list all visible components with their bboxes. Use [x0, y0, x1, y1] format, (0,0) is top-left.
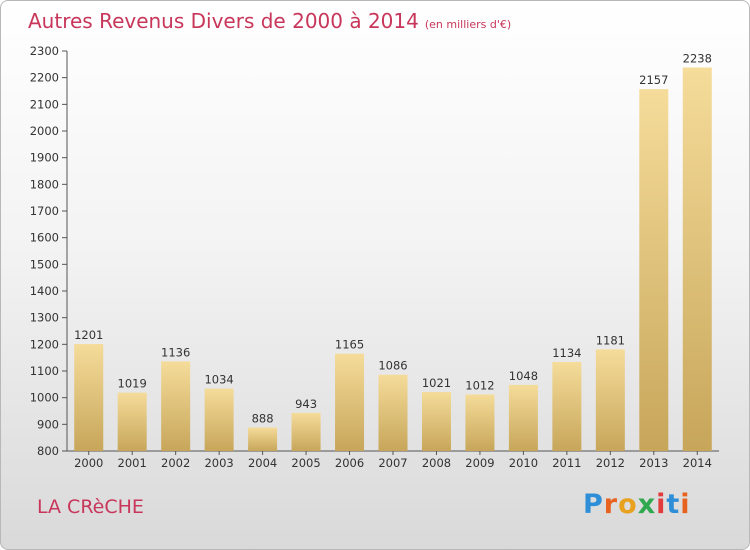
y-tick-label: 2100 [30, 97, 59, 111]
bar [682, 67, 712, 452]
bar [291, 412, 321, 451]
x-tick-label: 2008 [422, 456, 451, 470]
bar [378, 374, 408, 451]
data-label: 1181 [596, 333, 625, 347]
y-tick-label: 1200 [30, 337, 59, 351]
bar [117, 392, 147, 451]
data-label: 1086 [378, 359, 407, 373]
x-tick-label: 2001 [118, 456, 147, 470]
data-label: 1019 [118, 377, 147, 391]
y-tick-label: 1800 [30, 177, 59, 191]
x-tick-label: 2000 [74, 456, 103, 470]
brand-letter: P [583, 489, 604, 520]
y-tick-label: 2200 [30, 71, 59, 85]
x-tick-label: 2011 [552, 456, 581, 470]
y-tick-label: 1500 [30, 257, 59, 271]
data-label: 2238 [683, 52, 712, 66]
data-label: 2157 [639, 73, 668, 87]
y-tick-label: 1700 [30, 204, 59, 218]
data-label: 1034 [204, 373, 233, 387]
y-tick-label: 1900 [30, 151, 59, 165]
brand-letter: i [656, 489, 667, 520]
y-tick-label: 800 [37, 444, 59, 458]
x-tick-label: 2004 [248, 456, 277, 470]
bar [508, 384, 538, 451]
brand-letter: r [603, 489, 619, 520]
data-label: 1165 [335, 338, 364, 352]
y-tick-label: 1300 [30, 311, 59, 325]
brand-letter: t [666, 489, 681, 520]
bar [639, 89, 669, 451]
brand-letter: o [618, 489, 638, 520]
chart-title: Autres Revenus Divers de 2000 à 2014 (en … [28, 9, 511, 33]
y-tick-label: 1600 [30, 231, 59, 245]
x-tick-label: 2005 [291, 456, 320, 470]
data-label: 1048 [509, 369, 538, 383]
x-tick-label: 2007 [378, 456, 407, 470]
brand-logo[interactable]: Proxiti [583, 489, 691, 520]
chart-bars: 1201 1019 1136 1034 888 943 1165 1086 1021 1012 10… [74, 52, 712, 452]
chart-axes: 800 900 1000 1100 1200 1300 1400 1500 1600 1700 18… [30, 44, 719, 470]
data-label: 1201 [74, 328, 103, 342]
x-tick-label: 2006 [335, 456, 364, 470]
data-label: 1136 [161, 345, 190, 359]
y-tick-label: 2300 [30, 44, 59, 58]
brand-letter: x [637, 489, 657, 520]
y-tick-label: 1000 [30, 391, 59, 405]
y-tick-label: 900 [37, 417, 59, 431]
x-tick-label: 2013 [639, 456, 668, 470]
data-label: 1134 [552, 346, 581, 360]
bar [465, 394, 495, 451]
bar [248, 427, 278, 451]
data-label: 888 [252, 412, 274, 426]
y-tick-label: 2000 [30, 124, 59, 138]
chart-subtitle: (en milliers d'€) [424, 18, 512, 31]
x-tick-label: 2002 [161, 456, 190, 470]
data-label: 1012 [465, 378, 494, 392]
commune-name: LA CRèCHE [37, 496, 144, 518]
bar [421, 392, 451, 451]
x-tick-label: 2003 [204, 456, 233, 470]
bar [552, 361, 582, 451]
chart-title-text: Autres Revenus Divers de 2000 à 2014 [28, 9, 419, 33]
bar [161, 361, 191, 451]
bar [595, 349, 625, 451]
bar [204, 388, 234, 451]
x-tick-label: 2014 [683, 456, 712, 470]
x-tick-label: 2009 [465, 456, 494, 470]
brand-letter: i [680, 489, 691, 520]
bar [335, 353, 365, 451]
y-tick-label: 1100 [30, 364, 59, 378]
x-tick-label: 2010 [509, 456, 538, 470]
data-label: 943 [295, 397, 317, 411]
y-tick-label: 1400 [30, 284, 59, 298]
x-tick-label: 2012 [596, 456, 625, 470]
bar [74, 344, 104, 451]
data-label: 1021 [422, 376, 451, 390]
